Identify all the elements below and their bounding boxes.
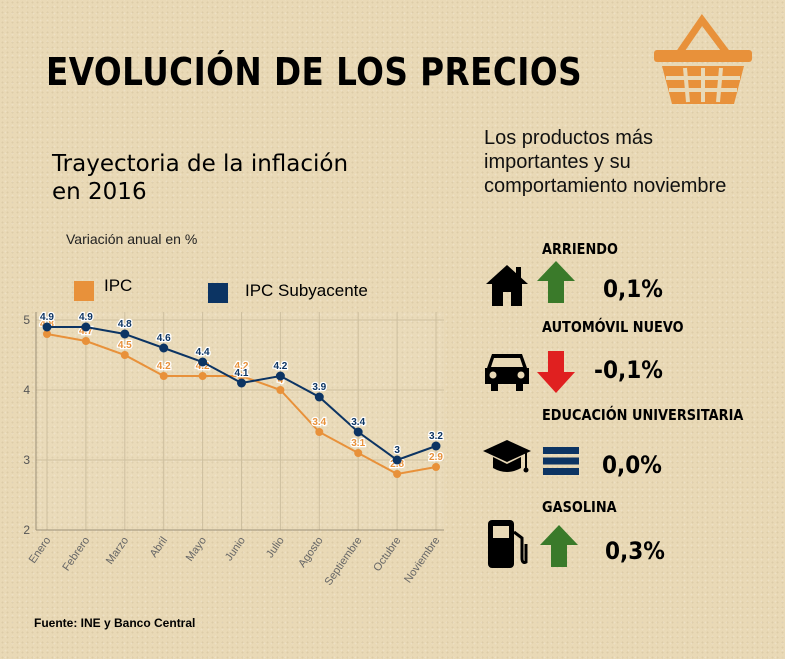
data-label-ipc: 4 xyxy=(278,375,284,386)
data-label-ipc: 3.1 xyxy=(351,438,365,449)
legend-swatch-subyacente xyxy=(208,283,228,303)
data-label-ipc: 4.2 xyxy=(235,361,249,372)
data-point-ipc xyxy=(159,372,168,380)
data-point-subyacente xyxy=(81,322,91,332)
data-point-ipc xyxy=(81,337,90,345)
data-point-ipc xyxy=(120,351,129,359)
data-label-subyacente: 4.9 xyxy=(40,312,54,323)
y-tick-label: 5 xyxy=(23,313,30,327)
data-point-subyacente xyxy=(198,357,208,367)
x-tick-label: Noviembre xyxy=(402,535,442,585)
data-label-subyacente: 3 xyxy=(394,445,400,456)
product-category-educacion: EDUCACIÓN UNIVERSITARIA xyxy=(542,406,744,424)
y-tick-label: 4 xyxy=(23,383,30,397)
data-label-ipc: 4.5 xyxy=(118,340,132,351)
x-tick-label: Marzo xyxy=(104,535,131,567)
legend-label-subyacente: IPC Subyacente xyxy=(245,281,368,300)
chart-subtitle: Trayectoria de la inflación en 2016 xyxy=(52,151,349,205)
data-label-ipc: 4.2 xyxy=(157,361,171,372)
data-point-subyacente xyxy=(314,392,324,402)
data-point-subyacente xyxy=(237,378,246,388)
product-category-arriendo: ARRIENDO xyxy=(542,240,618,258)
data-label-subyacente: 4.1 xyxy=(235,368,249,379)
data-label-subyacente: 3.2 xyxy=(429,431,443,442)
data-label-subyacente: 3.4 xyxy=(351,417,365,428)
data-point-subyacente xyxy=(431,441,441,451)
x-tick-label: Junio xyxy=(223,535,248,563)
arrow-up-icon xyxy=(537,261,575,303)
data-point-subyacente xyxy=(392,455,402,465)
data-point-subyacente xyxy=(275,371,285,381)
data-label-subyacente: 4.8 xyxy=(118,319,132,330)
data-point-ipc xyxy=(237,372,246,380)
product-value-gasolina: 0,3% xyxy=(605,537,665,565)
source-note: Fuente: INE y Banco Central xyxy=(34,616,196,630)
data-label-ipc: 2.9 xyxy=(429,452,443,463)
x-tick-label: Septiembre xyxy=(323,535,365,588)
product-category-automovil: AUTOMÓVIL NUEVO xyxy=(542,318,684,336)
product-value-automovil: -0,1% xyxy=(594,356,663,384)
data-point-ipc xyxy=(393,470,402,478)
page-title: EVOLUCIÓN DE LOS PRECIOS xyxy=(46,50,583,94)
product-category-gasolina: GASOLINA xyxy=(542,498,617,516)
data-point-subyacente xyxy=(353,427,363,437)
legend-label-ipc: IPC xyxy=(104,276,133,295)
data-label-subyacente: 4.2 xyxy=(273,361,287,372)
y-axis-label: Variación anual en % xyxy=(66,231,198,247)
legend-swatch-ipc xyxy=(74,281,94,301)
data-point-ipc xyxy=(43,330,51,338)
data-point-ipc xyxy=(198,372,207,380)
arrow-down-icon xyxy=(537,351,575,393)
data-point-subyacente xyxy=(42,322,52,332)
car-icon xyxy=(485,354,529,391)
x-tick-label: Enero xyxy=(27,535,54,566)
graduation-cap-icon xyxy=(483,440,531,473)
data-point-ipc xyxy=(354,449,363,457)
x-tick-label: Julio xyxy=(264,535,287,560)
y-tick-label: 2 xyxy=(23,523,30,537)
x-tick-label: Febrero xyxy=(60,535,92,573)
data-label-subyacente: 4.4 xyxy=(196,347,210,358)
house-icon xyxy=(486,265,528,306)
product-value-educacion: 0,0% xyxy=(602,451,662,479)
data-point-ipc xyxy=(276,386,285,394)
products-heading: Los productos más importantes y su compo… xyxy=(484,127,727,197)
equal-icon xyxy=(543,447,579,475)
x-tick-label: Abril xyxy=(148,535,170,560)
y-tick-label: 3 xyxy=(23,453,30,467)
x-tick-label: Agosto xyxy=(296,535,325,570)
data-point-subyacente xyxy=(159,343,169,353)
data-label-subyacente: 4.6 xyxy=(157,333,171,344)
shopping-basket-icon xyxy=(654,14,752,104)
data-label-subyacente: 4.9 xyxy=(79,312,93,323)
data-point-ipc xyxy=(432,463,440,471)
x-tick-label: Mayo xyxy=(184,535,209,564)
arrow-up-icon xyxy=(540,525,578,567)
data-point-subyacente xyxy=(120,329,130,339)
data-label-ipc: 3.4 xyxy=(312,417,326,428)
data-point-ipc xyxy=(315,428,324,436)
fuel-pump-icon xyxy=(488,520,528,568)
x-tick-label: Octubre xyxy=(371,535,403,574)
data-label-subyacente: 3.9 xyxy=(312,382,326,393)
inflation-line-chart: 2 3 4 5 Enero Febrero Marzo Abril Mayo Junio Julio… xyxy=(23,311,444,588)
product-value-arriendo: 0,1% xyxy=(603,275,663,303)
